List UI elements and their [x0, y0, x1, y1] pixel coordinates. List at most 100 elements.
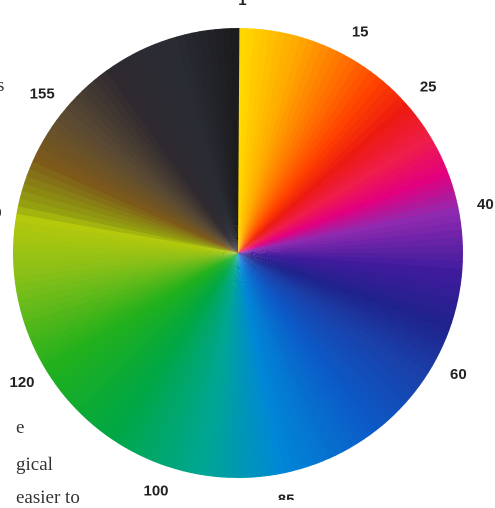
pie-slice [13, 253, 239, 269]
pie-slice [76, 90, 239, 253]
pie-slice [238, 253, 278, 476]
pie-slice [13, 253, 238, 277]
pie-slice [238, 229, 463, 253]
pie-slice [238, 253, 270, 477]
pie-slice [191, 31, 238, 254]
background-text-fragment: s [0, 75, 5, 96]
pie-slice [238, 47, 338, 254]
pie-slice [17, 253, 238, 308]
pie-slice [238, 253, 351, 453]
pie-slice [238, 253, 447, 346]
pie-slice [238, 253, 344, 456]
pie-slice [238, 114, 421, 253]
pie-slice [238, 253, 371, 441]
pie-slice [238, 66, 372, 253]
pie-slice [238, 127, 430, 253]
tick-label: 85 [278, 491, 295, 500]
pie-slice [64, 253, 238, 404]
pie-slice [238, 253, 358, 449]
tick-label: 155 [30, 85, 55, 102]
pie-slice [92, 253, 238, 431]
pie-slice [238, 253, 441, 360]
pie-slice [238, 96, 407, 253]
pie-slice [238, 85, 396, 253]
pie-slice [238, 176, 453, 253]
pie-slice [70, 95, 238, 253]
pie-slice [117, 253, 238, 448]
pie-slice [38, 253, 239, 366]
pie-slice [206, 29, 238, 254]
pie-slice [238, 245, 464, 255]
pie-slice [238, 253, 337, 460]
pie-slice [80, 253, 238, 421]
pie-slice [75, 253, 238, 415]
pie-slice [19, 253, 238, 316]
pie-slice [153, 41, 238, 253]
pie-slice [238, 161, 448, 253]
pie-slice [32, 153, 239, 253]
pie-slice [112, 61, 238, 254]
pie-slice [238, 206, 460, 253]
pie-slice [238, 80, 390, 253]
pie-slice [238, 221, 462, 253]
pie-slice [15, 253, 238, 293]
pie-slice [238, 154, 445, 253]
pie-slice [87, 79, 238, 253]
pie-slice [69, 253, 238, 410]
pie-slice [16, 253, 239, 300]
pie-slice [31, 253, 239, 352]
pie-slice [43, 132, 238, 253]
pie-slice [238, 253, 377, 436]
pie-slice [238, 190, 457, 253]
pie-slice [238, 91, 401, 254]
pie-slice [238, 253, 400, 416]
pie-slice [29, 160, 238, 253]
pie-slice [236, 253, 246, 479]
pie-slice [238, 183, 455, 253]
pie-slices [12, 27, 464, 479]
pie-slice [28, 253, 239, 345]
tick-label: 100 [143, 482, 168, 499]
pie-slice [21, 253, 239, 323]
tick-label: 40 [477, 196, 494, 213]
pie-slice [214, 28, 238, 254]
pie-slice [35, 253, 238, 359]
pie-slice [238, 237, 463, 253]
background-text-fragment: gical [16, 454, 53, 475]
pie-slice [59, 253, 238, 398]
pie-slice [238, 198, 459, 253]
pie-slice [131, 253, 238, 456]
pie-slice [47, 126, 238, 253]
pie-slice [238, 253, 293, 474]
pie-slice [238, 50, 345, 253]
tick-label: 140 [0, 205, 2, 222]
background-text-fragment: e [16, 417, 25, 438]
pie-slice [238, 253, 301, 472]
pie-slice [46, 253, 239, 379]
pie-slice [42, 253, 239, 373]
pie-slice [168, 36, 238, 254]
tick-label: 1 [238, 0, 246, 9]
pie-slice [55, 113, 238, 254]
pie-slice [238, 75, 384, 253]
pie-slice [238, 253, 425, 387]
tick-label: 15 [352, 24, 369, 41]
pie-slice [238, 253, 433, 374]
pie-slice [198, 30, 238, 253]
pie-slice [104, 253, 238, 440]
pie-slice [238, 253, 308, 470]
pie-slice [238, 108, 417, 254]
pie-slice [238, 253, 421, 393]
pie-slice [238, 133, 434, 253]
pie-slice [35, 146, 238, 253]
pie-slice [238, 58, 359, 253]
pie-slice [238, 253, 406, 411]
pie-slice [81, 84, 238, 253]
tick-label: 60 [450, 366, 467, 383]
pie-slice [238, 253, 323, 465]
pie-slice [50, 253, 239, 386]
pie-slice [238, 253, 285, 475]
tick-label: 25 [420, 79, 437, 96]
pie-slice [238, 253, 416, 399]
